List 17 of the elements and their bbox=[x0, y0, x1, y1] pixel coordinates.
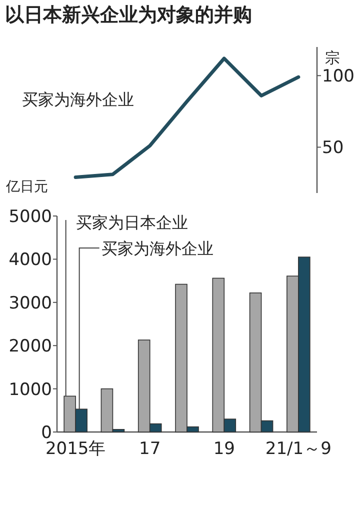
y-tick-label: 3000 bbox=[8, 293, 52, 314]
x-tick-label: 2015年 bbox=[45, 439, 106, 459]
x-tick-label: 17 bbox=[139, 439, 161, 459]
y-tick-label: 5000 bbox=[8, 207, 52, 227]
y-tick-label: 1000 bbox=[8, 380, 52, 400]
x-tick-label: 21/1～9 bbox=[265, 439, 332, 459]
text: 买家为海外企业 bbox=[22, 90, 134, 109]
chart-title: 以日本新兴企业为对象的并购 bbox=[5, 4, 252, 26]
text: 买家为日本企业 bbox=[76, 213, 188, 232]
y-axis-title: 宗 bbox=[325, 49, 340, 67]
y-tick-label: 4000 bbox=[8, 250, 52, 270]
y-tick-label: 50 bbox=[322, 138, 344, 158]
text: 买家为海外企业 bbox=[101, 239, 214, 258]
y-tick-label: 2000 bbox=[8, 336, 52, 357]
x-tick-label: 19 bbox=[213, 439, 235, 459]
y-axis-title: 亿日元 bbox=[5, 179, 48, 195]
y-tick-label: 100 bbox=[322, 66, 354, 87]
